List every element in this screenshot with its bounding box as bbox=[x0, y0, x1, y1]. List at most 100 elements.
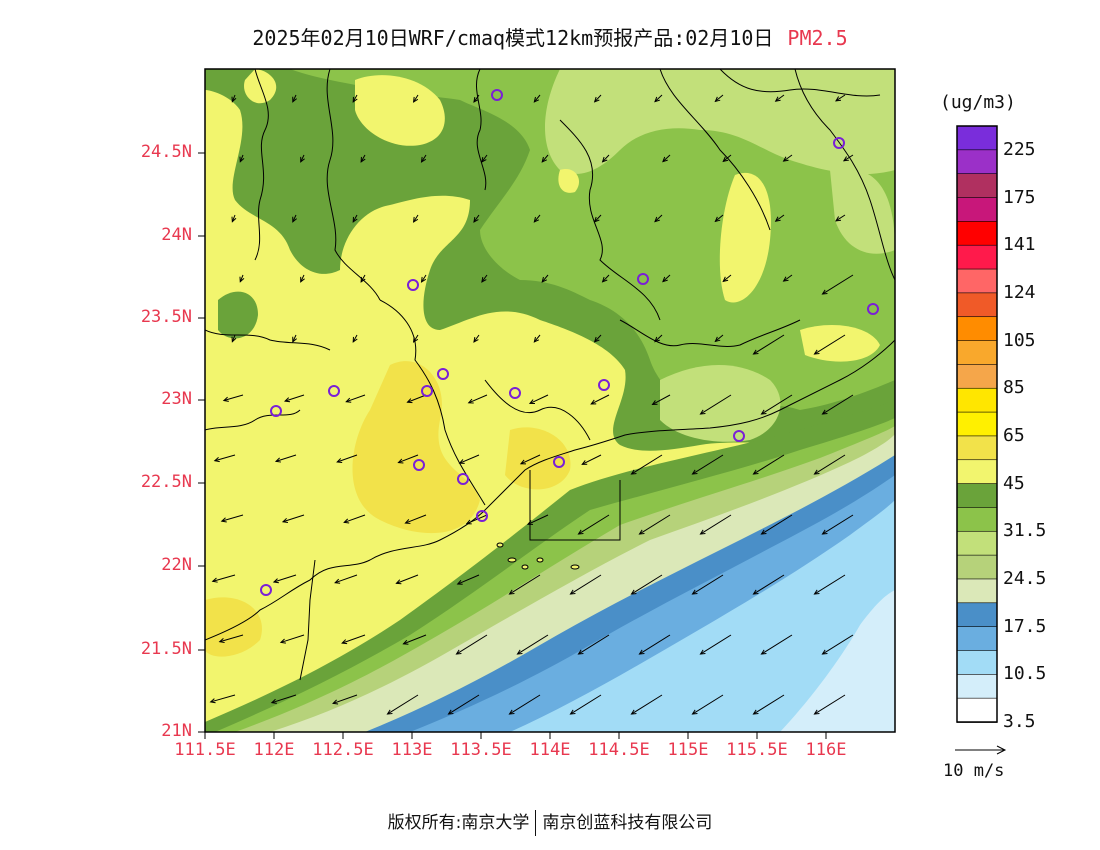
colorbar-swatch bbox=[956, 602, 998, 628]
wind-arrow bbox=[345, 394, 366, 403]
circle-station-icon bbox=[509, 387, 521, 399]
wind-arrow bbox=[292, 334, 297, 343]
colorbar-swatch bbox=[956, 507, 998, 533]
colorbar-label: 105 bbox=[1003, 329, 1036, 351]
lat-label: 21.5N bbox=[140, 639, 192, 659]
wind-arrow bbox=[813, 334, 846, 355]
wind-arrow bbox=[420, 154, 427, 163]
wind-arrow bbox=[662, 274, 671, 283]
field-yellow-island-3 bbox=[355, 75, 445, 146]
wind-arrow bbox=[404, 514, 427, 524]
lon-label: 114.5E bbox=[588, 740, 650, 760]
wind-arrow bbox=[211, 574, 236, 583]
wind-arrow bbox=[821, 394, 854, 415]
wind-arrow bbox=[569, 574, 602, 595]
colorbar-label: 10.5 bbox=[1003, 663, 1047, 685]
wind-arrow bbox=[292, 94, 297, 103]
colorbar-label: 24.5 bbox=[1003, 567, 1047, 589]
coastline-borders bbox=[205, 69, 895, 681]
wind-arrow bbox=[386, 694, 419, 715]
wind-vectors bbox=[209, 94, 854, 715]
circle-station-icon bbox=[733, 430, 745, 442]
field-yellow-island-1 bbox=[719, 172, 771, 303]
wind-arrow bbox=[601, 154, 610, 163]
colorbar-swatch bbox=[956, 554, 998, 580]
wind-arrow bbox=[231, 214, 237, 223]
wind-arrow bbox=[691, 574, 724, 595]
colorbar-swatch bbox=[956, 650, 998, 676]
wind-arrow bbox=[569, 694, 602, 715]
wind-arrow bbox=[213, 454, 236, 463]
lon-label: 114E bbox=[529, 740, 571, 760]
circle-station-icon bbox=[413, 459, 425, 471]
wind-arrow bbox=[722, 154, 732, 163]
circle-station-icon bbox=[260, 584, 272, 596]
wind-arrow bbox=[220, 514, 244, 523]
wind-arrow bbox=[283, 394, 305, 403]
lat-label: 23N bbox=[161, 389, 192, 409]
colorbar-swatch bbox=[956, 340, 998, 366]
wind-arrow bbox=[352, 94, 358, 103]
wind-arrow bbox=[412, 334, 419, 343]
colorbar-label: 17.5 bbox=[1003, 615, 1047, 637]
lon-label: 115E bbox=[667, 740, 709, 760]
wind-arrow bbox=[760, 634, 793, 655]
circle-station-icon bbox=[328, 385, 340, 397]
field-yellow-dark-1 bbox=[352, 361, 480, 534]
lat-label: 22.5N bbox=[140, 472, 192, 492]
wind-arrow bbox=[699, 394, 732, 415]
wind-arrow bbox=[813, 574, 846, 595]
colorbar-label: 45 bbox=[1003, 472, 1025, 494]
wind-arrow bbox=[577, 634, 610, 655]
wind-arrow bbox=[593, 94, 602, 103]
wind-arrow bbox=[821, 274, 854, 295]
field-yellow-island-2 bbox=[800, 325, 880, 362]
wind-arrow bbox=[821, 514, 854, 535]
field-yellow-island-4 bbox=[244, 69, 277, 104]
colorbar-swatch bbox=[956, 459, 998, 485]
wind-arrow bbox=[654, 214, 663, 223]
colorbar-label: 3.5 bbox=[1003, 711, 1036, 732]
wind-arrow bbox=[691, 454, 724, 475]
wind-arrow bbox=[336, 454, 358, 464]
wind-arrow bbox=[406, 394, 427, 404]
colorbar-swatch bbox=[956, 316, 998, 342]
field-green-light-2 bbox=[660, 365, 781, 442]
wind-arrow bbox=[279, 634, 305, 644]
wind-arrow bbox=[699, 634, 732, 655]
wind-arrow bbox=[760, 514, 793, 535]
wind-arrow bbox=[292, 214, 297, 223]
circle-station-icon bbox=[553, 456, 565, 468]
wind-arrow bbox=[473, 214, 480, 223]
wind-arrow bbox=[352, 334, 358, 343]
wind-arrow bbox=[412, 94, 419, 103]
circle-station-icon bbox=[407, 279, 419, 291]
field-green-light-3 bbox=[830, 168, 895, 254]
axis-ticks bbox=[198, 152, 827, 739]
wind-arrow bbox=[782, 274, 793, 282]
colorbar-swatch bbox=[956, 483, 998, 509]
wind-arrow bbox=[699, 514, 732, 535]
wind-arrow bbox=[577, 514, 610, 535]
colorbar-swatch bbox=[956, 125, 998, 151]
wind-arrow bbox=[467, 394, 488, 404]
wind-arrow bbox=[218, 634, 244, 644]
colorbar-unit: (ug/m3) bbox=[940, 92, 1016, 113]
colorbar-swatch bbox=[956, 435, 998, 461]
colorbar-frame bbox=[956, 125, 998, 723]
circle-station-icon bbox=[833, 137, 845, 149]
wind-arrow bbox=[533, 214, 541, 223]
lat-label: 21N bbox=[161, 721, 192, 741]
circle-station-icon bbox=[457, 473, 469, 485]
wind-arrow bbox=[281, 514, 305, 523]
wind-arrow bbox=[528, 394, 549, 404]
wind-arrow bbox=[343, 514, 366, 524]
wind-arrow bbox=[447, 694, 480, 715]
wind-arrow bbox=[402, 634, 427, 645]
lat-label: 23.5N bbox=[140, 307, 192, 327]
wind-arrow bbox=[662, 154, 671, 163]
footer-left: 版权所有:南京大学 bbox=[387, 813, 530, 833]
circle-station-icon bbox=[437, 368, 449, 380]
wind-reference-arrow bbox=[955, 745, 1007, 755]
lon-label: 116E bbox=[805, 740, 847, 760]
